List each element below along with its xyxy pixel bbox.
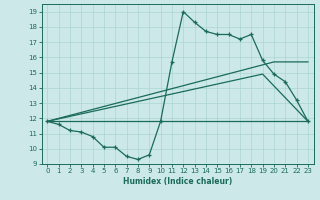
X-axis label: Humidex (Indice chaleur): Humidex (Indice chaleur)	[123, 177, 232, 186]
